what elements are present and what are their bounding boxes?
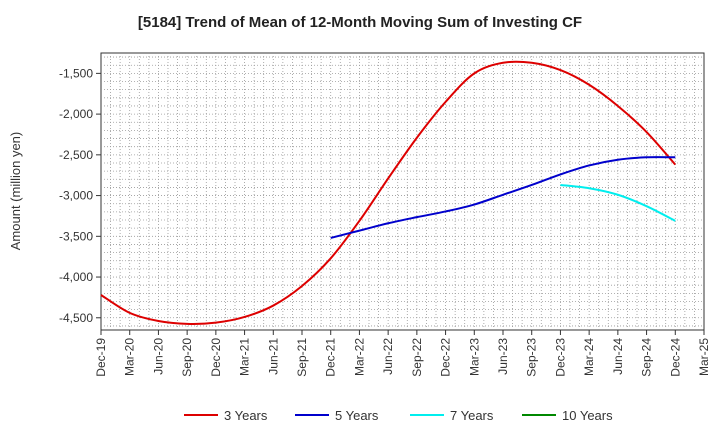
x-tick-label: Jun-21 <box>266 338 280 375</box>
x-tick-label: Sep-20 <box>180 338 194 377</box>
x-tick-label: Dec-21 <box>324 338 338 377</box>
x-tick-label: Dec-23 <box>553 338 567 377</box>
x-tick-label: Dec-20 <box>209 338 223 377</box>
y-tick-label: -1,500 <box>59 66 93 80</box>
x-tick-label: Mar-24 <box>582 338 596 376</box>
x-tick-label: Sep-23 <box>525 338 539 377</box>
x-tick-label: Jun-22 <box>381 338 395 375</box>
legend: 3 Years 5 Years 7 Years 10 Years <box>184 408 613 423</box>
x-tick-label: Dec-24 <box>668 338 682 377</box>
axes: -1,500 -2,000 -2,500 -3,000 -3,500 -4,000 -4,5… <box>59 66 711 376</box>
legend-label-5-years: 5 Years <box>335 408 379 423</box>
series-line-3-years <box>100 60 677 325</box>
x-tick-label: Mar-21 <box>238 338 252 376</box>
chart-title: [5184] Trend of Mean of 12-Month Moving … <box>137 14 583 31</box>
x-tick-label: Jun-20 <box>151 338 165 375</box>
series-line-5-years <box>330 156 676 239</box>
legend-label-3-years: 3 Years <box>224 408 268 423</box>
legend-label-10-years: 10 Years <box>562 408 613 423</box>
x-tick-label: Dec-22 <box>439 338 453 377</box>
series-lines <box>100 60 677 325</box>
x-tick-label: Jun-24 <box>611 338 625 375</box>
x-tick-label: Mar-23 <box>467 338 481 376</box>
y-axis-label: Amount (million yen) <box>8 132 23 251</box>
y-tick-label: -3,500 <box>59 229 93 243</box>
legend-label-7-years: 7 Years <box>450 408 494 423</box>
x-tick-label: Sep-21 <box>295 338 309 377</box>
y-tick-label: -4,500 <box>59 311 93 325</box>
x-tick-label: Sep-22 <box>410 338 424 377</box>
x-tick-label: Dec-19 <box>94 338 108 377</box>
y-tick-label: -4,000 <box>59 270 93 284</box>
series-line-7-years <box>560 183 676 222</box>
y-tick-label: -2,000 <box>59 107 93 121</box>
x-tick-label: Sep-24 <box>640 338 654 377</box>
x-tick-label: Mar-22 <box>352 338 366 376</box>
x-tick-label: Jun-23 <box>496 338 510 375</box>
y-tick-label: -2,500 <box>59 148 93 162</box>
x-tick-label: Mar-20 <box>123 338 137 376</box>
x-tick-label: Mar-25 <box>697 338 711 376</box>
plot-area <box>100 52 705 331</box>
y-tick-label: -3,000 <box>59 189 93 203</box>
